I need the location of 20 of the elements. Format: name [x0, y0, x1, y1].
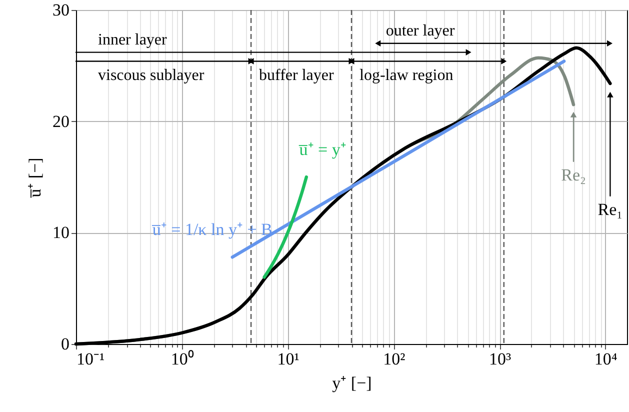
y-tick-label: 30 [52, 0, 70, 20]
series-label: inner layer [98, 31, 168, 48]
x-tick-label: 10⁰ [170, 350, 194, 368]
series-label: log-law region [360, 67, 454, 84]
x-tick-label: 10² [383, 350, 406, 368]
y-axis-title: u̅⁺ [−] [26, 158, 44, 199]
series-label: Re₁ [598, 200, 623, 219]
x-tick-label: 10¹ [277, 350, 300, 368]
x-axis-title: y⁺ [−] [332, 374, 372, 392]
series-label: viscous sublayer [98, 67, 205, 84]
x-tick-label: 10⁴ [594, 350, 618, 368]
series-label: Re₂ [561, 165, 586, 184]
x-tick-label: 10³ [488, 350, 512, 368]
series-label: buffer layer [259, 67, 334, 84]
series-label: u̅⁺ = y⁺ [298, 140, 346, 159]
y-tick-label: 20 [52, 112, 70, 131]
x-tick-label: 10⁻¹ [76, 350, 105, 368]
y-tick-label: 0 [61, 334, 70, 354]
series-label: outer layer [386, 22, 456, 40]
y-tick-label: 10 [52, 223, 70, 242]
